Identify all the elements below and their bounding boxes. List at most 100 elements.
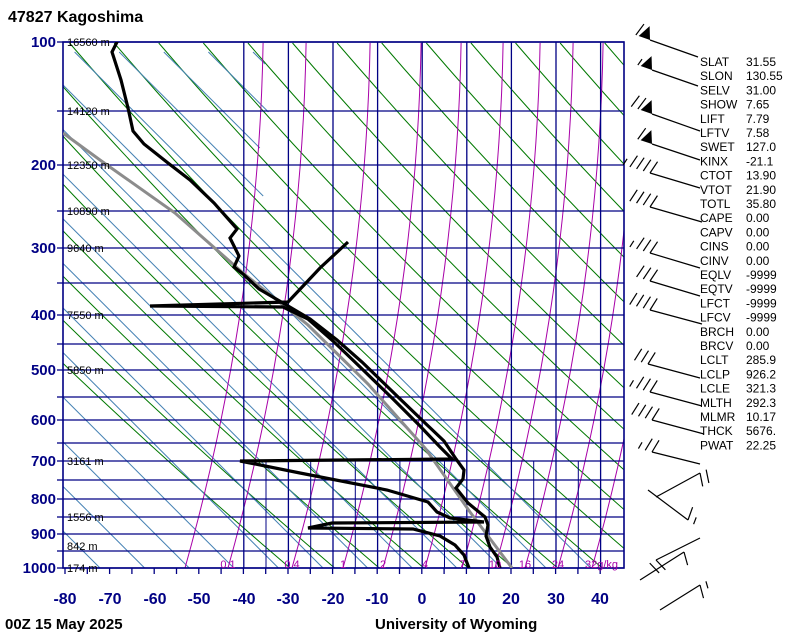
index-name: CINS: [700, 240, 729, 254]
barb-full-tick: [649, 380, 658, 393]
height-label: 7550 m: [67, 310, 104, 322]
index-value: 0.00: [746, 240, 770, 254]
sounding-traces: [63, 42, 514, 568]
barb-staff: [651, 451, 701, 465]
barb-full-tick: [651, 408, 660, 421]
pressure-label: 700: [31, 453, 56, 470]
wind-barb: [630, 95, 701, 132]
index-value: 321.3: [746, 382, 776, 396]
wind-barb: [629, 189, 703, 223]
barb-half-tick: [629, 379, 634, 387]
wind-barb: [636, 265, 701, 297]
barb-full-tick: [649, 195, 658, 208]
index-value: 5676.: [746, 424, 776, 438]
barb-full-tick: [644, 406, 653, 419]
index-value: 130.55: [746, 69, 783, 83]
wind-barb: [637, 438, 701, 465]
temp-label: 20: [502, 591, 520, 608]
barb-full-tick: [699, 584, 705, 599]
wind-barb: [659, 581, 709, 611]
index-name: LCLT: [700, 353, 729, 367]
barb-full-tick: [642, 159, 652, 172]
barb-half-tick: [637, 58, 643, 66]
mixing-ratio-label: 16: [519, 559, 531, 571]
barb-staff: [647, 489, 689, 521]
index-name: PWAT: [700, 438, 734, 452]
index-value: 7.65: [746, 98, 770, 112]
moist-adiabat-line: [63, 441, 190, 568]
barb-full-tick: [705, 469, 710, 484]
temp-label: -10: [365, 591, 388, 608]
index-value: 292.3: [746, 396, 776, 410]
barb-full-tick: [642, 239, 652, 252]
moist-adiabat-line: [63, 396, 235, 568]
barb-half-tick: [637, 441, 643, 449]
mixing-ratio-label: 10: [489, 559, 501, 571]
temp-label: -40: [232, 591, 255, 608]
moist-adiabat-line: [118, 51, 264, 197]
barb-staff: [649, 309, 703, 325]
wind-barb: [633, 348, 701, 379]
index-name: SLON: [700, 69, 733, 83]
barb-half-tick: [629, 240, 635, 248]
barb-full-tick: [635, 376, 645, 389]
parcel-path-trace: [63, 131, 514, 568]
index-value: 10.17: [746, 410, 776, 424]
height-label: 12350 m: [67, 160, 110, 172]
wind-barb: [655, 469, 710, 498]
barb-full-tick: [629, 155, 638, 168]
temperature-trace: [110, 42, 502, 568]
pressure-label: 600: [31, 412, 56, 429]
pressure-temperature-grid: [57, 41, 625, 574]
moist-adiabat-line: [63, 262, 368, 568]
index-name: SELV: [700, 83, 730, 97]
barb-full-tick: [687, 506, 694, 521]
dry-adiabat-line: [381, 42, 624, 303]
index-name: THCK: [700, 424, 733, 438]
index-name: BRCV: [700, 339, 733, 353]
barb-staff: [651, 419, 705, 435]
barb-full-tick: [637, 127, 647, 140]
index-name: CTOT: [700, 169, 733, 183]
barb-full-tick: [644, 438, 653, 451]
barb-staff: [649, 172, 701, 189]
barb-staff: [649, 39, 699, 58]
temp-label: -50: [187, 591, 210, 608]
station-title: 47827 Kagoshima: [8, 9, 143, 26]
height-label: 10890 m: [67, 206, 110, 218]
index-value: 13.90: [746, 169, 776, 183]
barb-staff: [649, 252, 701, 269]
index-name: BRCH: [700, 325, 734, 339]
barb-flag: [640, 56, 652, 70]
dewpoint-trace: [149, 240, 485, 568]
wind-barb-column: [622, 23, 710, 611]
index-value: -9999: [746, 268, 777, 282]
barb-full-tick: [635, 294, 645, 307]
index-name: LFCV: [700, 311, 731, 325]
index-name: LCLP: [700, 367, 730, 381]
mixing-ratio-line: [291, 42, 371, 568]
barb-full-tick: [642, 378, 651, 391]
index-name: EQTV: [700, 282, 733, 296]
dry-adiabat-line: [515, 42, 624, 165]
barb-full-tick: [642, 267, 652, 280]
barb-staff: [649, 391, 703, 407]
moist-adiabat-line: [208, 51, 269, 113]
index-name: MLMR: [700, 410, 736, 424]
index-value: 35.80: [746, 197, 776, 211]
pressure-label: 500: [31, 362, 56, 379]
index-name: LIFT: [700, 112, 725, 126]
index-value: 926.2: [746, 367, 776, 381]
mixing-ratio-label: 2: [380, 559, 386, 571]
index-value: 0.00: [746, 339, 770, 353]
barb-full-tick: [636, 237, 645, 250]
height-label: 5850 m: [67, 365, 104, 377]
index-value: 0.00: [746, 325, 770, 339]
temp-label: -30: [276, 591, 299, 608]
dry-adiabat-line: [336, 42, 624, 347]
mixing-ratio-line: [424, 42, 504, 568]
index-value: -21.1: [746, 154, 774, 168]
barb-full-tick: [633, 348, 643, 361]
